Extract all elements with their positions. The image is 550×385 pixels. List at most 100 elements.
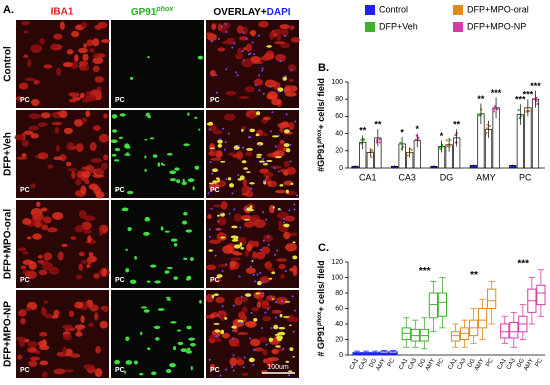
cell-blob: [14, 134, 25, 141]
dot: [399, 141, 402, 144]
cell-blob: [20, 317, 26, 325]
dapi-dot: [232, 329, 235, 332]
dot: [371, 149, 374, 152]
gp91-blob: [147, 114, 151, 119]
dapi-dot: [218, 138, 221, 141]
gp91-blob: [251, 259, 254, 263]
dapi-dot: [225, 368, 228, 371]
gp91-blob: [169, 178, 177, 182]
gp91-blob: [255, 156, 262, 159]
panel-label: B.: [318, 62, 329, 74]
y-label-part: phox: [317, 311, 323, 327]
dapi-dot: [238, 275, 241, 278]
cell-blob: [254, 240, 259, 248]
cell-blob: [283, 160, 290, 168]
dapi-dot: [239, 226, 242, 229]
gp91-blob: [166, 266, 173, 270]
dapi-dot: [237, 174, 240, 177]
cell-blob: [276, 258, 288, 262]
cell-blob: [261, 55, 270, 62]
gp91-blob: [134, 360, 138, 365]
gp91-blob: [165, 296, 171, 299]
gp91-blob: [220, 236, 225, 239]
cell-blob: [31, 98, 40, 106]
gp91-blob: [288, 370, 293, 373]
gp91-blob: [186, 275, 192, 281]
cell-blob: [264, 261, 272, 270]
box: [487, 288, 497, 309]
cell-blob: [284, 215, 295, 222]
cell-blob: [211, 23, 217, 31]
gp91-blob: [125, 268, 130, 273]
cell-blob: [279, 139, 285, 144]
cell-blob: [270, 165, 283, 169]
region-label: PC: [115, 367, 125, 374]
gp91-blob: [147, 347, 151, 351]
cell-blob: [92, 57, 104, 64]
gp91-blob: [211, 168, 219, 173]
dapi-dot: [292, 330, 295, 333]
cell-blob: [212, 129, 223, 135]
cell-blob: [30, 44, 43, 54]
dot: [525, 110, 528, 113]
cell-blob: [75, 143, 84, 152]
cell-blob: [32, 233, 42, 240]
dapi-dot: [264, 311, 267, 314]
x-tick-label: PC: [485, 357, 495, 368]
dapi-dot: [252, 273, 255, 276]
x-tick-label: CA3: [358, 357, 369, 371]
cell-blob: [276, 143, 284, 152]
dapi-dot: [215, 74, 218, 77]
legend-label: DFP+Veh: [379, 21, 418, 31]
cell-blob: [259, 168, 269, 174]
cell-blob: [88, 252, 94, 257]
cell-blob: [263, 234, 273, 242]
dapi-dot: [242, 366, 245, 369]
x-tick-label: CA1: [349, 357, 360, 371]
dapi-dot: [294, 120, 297, 123]
micrograph: [16, 110, 109, 198]
dapi-dot: [261, 327, 264, 330]
gp91-blob: [110, 139, 118, 143]
cell-blob: [59, 21, 65, 30]
dapi-dot: [284, 270, 287, 273]
dapi-dot: [241, 50, 244, 53]
dapi-dot: [215, 185, 218, 188]
significance: **: [470, 270, 478, 281]
gp91-blob: [187, 347, 191, 351]
dapi-dot: [293, 203, 296, 206]
dapi-dot: [265, 218, 268, 221]
cell-blob: [217, 47, 226, 52]
gp91-blob: [157, 308, 165, 311]
cell-blob: [209, 363, 215, 370]
gp91-blob: [246, 147, 253, 151]
cell-blob: [67, 168, 78, 172]
cell-blob: [269, 31, 275, 41]
dapi-dot: [242, 59, 245, 62]
cell-blob: [56, 67, 62, 76]
cell-blob: [25, 270, 37, 280]
gp91-blob: [285, 360, 290, 363]
dapi-dot: [214, 188, 217, 191]
dapi-dot: [209, 161, 212, 164]
cell-blob: [65, 161, 72, 167]
cell-blob: [78, 210, 87, 219]
dot: [492, 110, 495, 113]
dapi-dot: [280, 300, 283, 303]
x-tick-label: PC: [519, 172, 532, 182]
gp91-blob: [275, 156, 282, 159]
gp91-blob: [237, 178, 243, 181]
box: [478, 308, 488, 329]
dapi-dot: [274, 316, 277, 319]
cell-blob: [275, 53, 287, 62]
y-tick-label: 60: [335, 305, 343, 312]
cell-blob: [32, 212, 44, 222]
dapi-dot: [232, 369, 235, 372]
cell-blob: [78, 251, 85, 257]
dapi-dot: [269, 85, 272, 88]
gp91-blob: [115, 189, 118, 192]
legend-label: Control: [379, 4, 408, 14]
cell-blob: [237, 296, 246, 301]
x-tick-label: PC: [436, 357, 446, 368]
cell-blob: [76, 328, 82, 333]
